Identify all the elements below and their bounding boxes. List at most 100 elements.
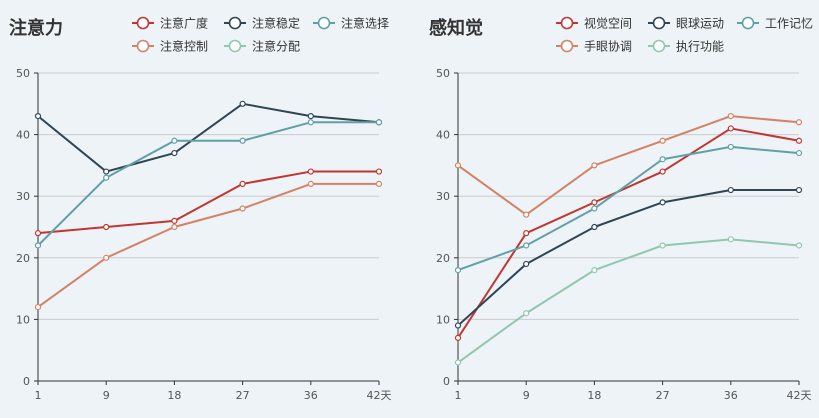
x-tick-label: 42天 [787,389,812,402]
legend-marker [136,16,150,30]
x-tick-label: 42天 [367,389,392,402]
legend-marker [560,39,574,53]
y-tick-label: 0 [443,375,450,388]
data-point[interactable] [727,125,734,132]
chart-2: 感知觉 0 10 20 30 40 50 1 9 18 27 36 42天 视觉空间 眼球运动 工作记忆手眼协… [429,16,813,403]
x-tick-label: 1 [455,389,462,402]
x-tick-label: 1 [35,389,42,402]
data-point[interactable] [591,267,598,274]
data-point[interactable] [103,168,110,175]
data-point[interactable] [454,267,462,274]
data-point[interactable] [307,113,314,120]
y-tick-label: 30 [16,190,30,203]
data-point[interactable] [239,137,246,144]
legend-item[interactable]: 工作记忆 [737,17,813,31]
series-line [457,127,800,339]
data-point[interactable] [239,100,246,107]
data-point[interactable] [795,242,803,249]
data-point[interactable] [171,137,178,144]
data-point[interactable] [454,322,462,329]
data-point[interactable] [659,199,666,206]
data-point[interactable] [591,199,598,206]
data-point[interactable] [34,242,42,249]
legend-label: 注意控制 [160,39,208,54]
data-point[interactable] [171,149,178,157]
legend-marker [652,16,666,30]
data-point[interactable] [34,230,42,237]
legend-label: 注意广度 [160,16,208,31]
legend-label: 注意选择 [341,16,389,31]
y-tick-label: 50 [436,67,450,80]
legend-item[interactable]: 手眼协调 [556,39,632,54]
data-point[interactable] [795,137,803,144]
y-tick-label: 10 [16,313,30,326]
data-point[interactable] [727,143,734,151]
y-tick-label: 50 [16,67,30,80]
data-point[interactable] [307,119,314,126]
data-point[interactable] [375,180,383,187]
x-tick-label: 18 [167,389,181,402]
data-point[interactable] [659,156,666,163]
x-tick-label: 36 [304,389,318,402]
legend-marker [560,16,574,30]
data-point[interactable] [523,211,530,218]
data-point[interactable] [171,223,178,231]
data-point[interactable] [375,119,383,126]
x-tick-label: 27 [236,389,250,402]
legend-label: 执行功能 [676,40,724,54]
data-point[interactable] [454,162,462,169]
data-point[interactable] [34,113,42,120]
data-point[interactable] [103,174,110,181]
series-line [37,170,379,235]
legend-item[interactable]: 视觉空间 [556,16,632,31]
data-point[interactable] [171,217,178,224]
data-point[interactable] [523,260,530,268]
data-point[interactable] [727,186,734,194]
data-point[interactable] [34,303,42,311]
data-point[interactable] [659,242,666,249]
legend-item[interactable]: 注意稳定 [224,16,300,31]
data-point[interactable] [375,168,383,175]
legend-marker [741,16,755,30]
x-tick-label: 18 [587,389,601,402]
data-point[interactable] [659,168,666,175]
y-tick-label: 20 [436,252,450,265]
x-tick-label: 9 [103,389,110,402]
data-point[interactable] [795,149,803,157]
y-tick-label: 40 [16,129,30,142]
legend-marker [228,39,242,53]
data-point[interactable] [307,180,314,187]
y-tick-label: 10 [436,313,450,326]
data-point[interactable] [591,205,598,212]
data-point[interactable] [454,359,462,366]
data-point[interactable] [727,236,734,243]
data-point[interactable] [727,113,734,120]
data-point[interactable] [103,223,110,231]
data-point[interactable] [523,310,530,317]
legend-item[interactable]: 注意选择 [313,16,389,31]
data-point[interactable] [239,180,246,187]
legend-label: 注意稳定 [252,16,300,31]
legend-marker [317,16,331,30]
legend-item[interactable]: 注意分配 [224,39,300,54]
series-line [37,121,379,247]
data-point[interactable] [591,162,598,169]
data-point[interactable] [795,119,803,126]
legend-item[interactable]: 注意控制 [132,39,208,54]
legend-item[interactable]: 注意广度 [132,16,208,31]
data-point[interactable] [591,223,598,231]
data-point[interactable] [659,137,666,144]
data-point[interactable] [239,205,246,212]
data-point[interactable] [103,254,110,261]
data-point[interactable] [307,168,314,175]
y-tick-label: 20 [16,252,30,265]
x-tick-label: 27 [656,389,670,402]
legend-item[interactable]: 执行功能 [648,40,724,54]
data-point[interactable] [523,230,530,237]
data-point[interactable] [795,186,803,194]
legend-item[interactable]: 眼球运动 [648,17,724,31]
data-point[interactable] [523,242,530,249]
data-point[interactable] [454,334,462,341]
chart-title: 感知觉 [429,17,483,39]
